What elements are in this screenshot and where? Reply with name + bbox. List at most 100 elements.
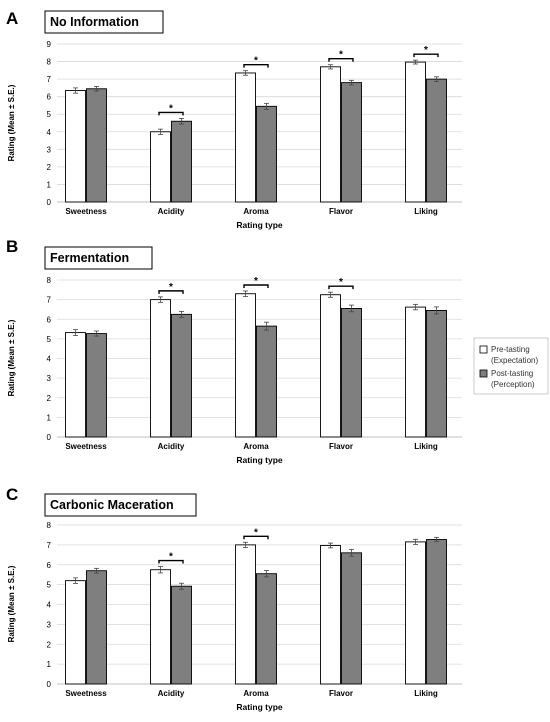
x-tick-label: Sweetness [65,442,107,451]
y-tick-label: 7 [47,75,52,84]
panel-title-box [44,493,197,517]
bar-post-flavor [341,308,362,438]
bar-pre-liking [405,61,426,203]
y-tick-label: 6 [47,93,52,102]
bar-post-acidity [171,313,192,438]
y-tick-label: 8 [47,58,52,67]
significance-star: * [339,50,343,61]
significance-bracket [243,63,269,68]
y-tick-label: 1 [47,413,52,422]
bar-pre-aroma [235,293,256,438]
x-tick-label: Flavor [329,689,353,698]
y-tick-label: 7 [47,541,52,550]
y-tick-label: 0 [47,680,52,689]
bar-pre-sweetness [65,90,86,203]
chart-panel-a: A No Information 0 1 2 3 4 5 6 7 8 9 * * * * Sweetness Ac… [6,9,462,230]
bar-post-sweetness [86,88,107,203]
significance-bracket [243,535,269,540]
legend-label: (Expectation) [491,356,538,365]
panel-title: No Information [50,15,139,29]
bar-pre-acidity [150,131,171,203]
y-axis-label: Rating (Mean ± S.E.) [7,565,16,642]
y-tick-label: 3 [47,374,52,383]
legend-swatch-post [479,369,488,378]
bar-pre-sweetness [65,332,86,438]
significance-star: * [424,45,428,56]
x-tick-label: Flavor [329,442,353,451]
legend-label: (Perception) [491,380,535,389]
significance-star: * [169,103,173,114]
bar-pre-aroma [235,72,256,203]
bar-post-aroma [256,105,277,203]
y-tick-label: 0 [47,198,52,207]
bar-pre-liking [405,306,426,438]
bar-post-flavor [341,552,362,685]
panel-title: Carbonic Maceration [50,498,174,512]
panel-letter: A [6,9,18,28]
legend-label: Post-tasting [491,369,533,378]
y-tick-label: 0 [47,433,52,442]
bar-post-acidity [171,585,192,685]
bar-post-aroma [256,325,277,438]
significance-star: * [169,552,173,563]
x-axis-label: Rating type [236,455,283,465]
significance-bracket [158,290,184,294]
y-tick-label: 2 [47,163,52,172]
bar-post-sweetness [86,570,107,685]
y-axis-label: Rating (Mean ± S.E.) [7,319,16,396]
x-axis-label: Rating type [236,220,283,230]
panel-letter: B [6,237,18,256]
chart-panel-c: C Carbonic Maceration 0 1 2 3 4 5 6 7 8 * * Sweetness… [6,485,462,712]
bar-pre-aroma [235,544,256,685]
bar-post-sweetness [86,333,107,438]
x-axis-label: Rating type [236,702,283,712]
bar-pre-acidity [150,569,171,685]
significance-bracket [243,284,269,288]
x-tick-label: Acidity [158,689,185,698]
bar-post-liking [426,309,447,438]
x-tick-label: Liking [414,207,438,216]
significance-bracket [158,559,184,564]
y-tick-label: 4 [47,355,52,364]
significance-star: * [254,527,258,538]
y-tick-label: 7 [47,296,52,305]
y-tick-label: 5 [47,110,52,119]
x-tick-label: Aroma [243,442,269,451]
y-tick-label: 1 [47,660,52,669]
y-tick-label: 8 [47,276,52,285]
x-tick-label: Acidity [158,207,185,216]
bar-post-liking [426,539,447,685]
y-tick-label: 8 [47,521,52,530]
y-tick-label: 4 [47,128,52,137]
panel-title-box [44,246,153,270]
x-tick-label: Liking [414,442,438,451]
x-tick-label: Aroma [243,689,269,698]
significance-star: * [169,282,173,293]
y-axis-label: Rating (Mean ± S.E.) [7,84,16,161]
bar-pre-flavor [320,66,341,203]
x-tick-label: Flavor [329,207,353,216]
y-tick-label: 4 [47,601,52,610]
bar-pre-sweetness [65,580,86,685]
y-tick-label: 2 [47,640,52,649]
legend-swatch-pre [479,345,488,354]
significance-bracket [328,58,354,62]
bar-pre-flavor [320,545,341,685]
significance-bracket [328,285,354,290]
bar-pre-liking [405,541,426,685]
y-tick-label: 3 [47,145,52,154]
chart-panel-b: B Fermentation 0 1 2 3 4 5 6 7 8 * * * Sweetness Acidit… [6,237,462,465]
y-tick-label: 5 [47,581,52,590]
y-tick-label: 1 [47,180,52,189]
x-tick-label: Aroma [243,207,269,216]
significance-bracket [413,53,439,58]
significance-star: * [339,277,343,288]
bar-post-acidity [171,120,192,203]
x-tick-label: Sweetness [65,689,107,698]
bar-post-flavor [341,82,362,203]
x-tick-label: Sweetness [65,207,107,216]
panel-letter: C [6,485,18,504]
legend-label: Pre-tasting [491,345,530,354]
